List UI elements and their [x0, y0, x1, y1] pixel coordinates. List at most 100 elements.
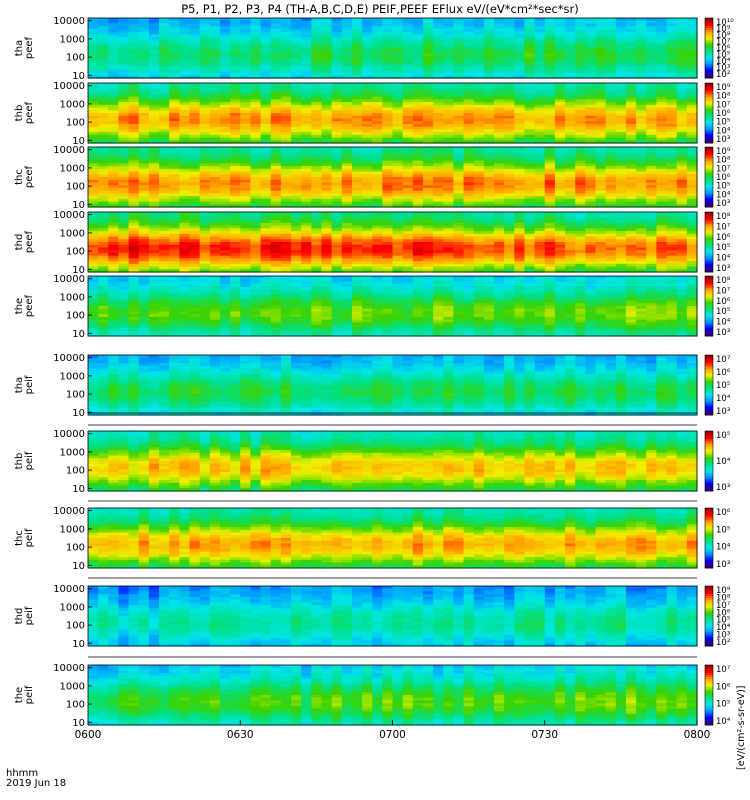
- heatmap-cell: [159, 160, 170, 164]
- heatmap-cell: [148, 193, 160, 197]
- heatmap-cell: [362, 149, 373, 154]
- heatmap-cell: [443, 225, 454, 229]
- heatmap-cell: [159, 72, 170, 76]
- heatmap-cell: [280, 177, 292, 181]
- heatmap-cell: [321, 64, 333, 68]
- heatmap-cell: [128, 220, 140, 224]
- heatmap-cell: [402, 69, 414, 74]
- heatmap-cell: [625, 244, 637, 249]
- heatmap-cell: [311, 166, 323, 170]
- heatmap-cell: [219, 42, 231, 46]
- heatmap-cell: [443, 157, 454, 162]
- heatmap-cell: [209, 155, 221, 159]
- heatmap-cell: [331, 56, 343, 60]
- heatmap-cell: [240, 126, 251, 130]
- heatmap-cell: [402, 18, 414, 22]
- heatmap-cell: [351, 225, 363, 229]
- heatmap-cell: [351, 182, 363, 186]
- heatmap-cell: [646, 187, 657, 192]
- heatmap-cell: [615, 171, 627, 175]
- heatmap-cell: [270, 118, 282, 122]
- heatmap-cell: [483, 182, 495, 186]
- heatmap-cell: [382, 115, 394, 120]
- heatmap-cell: [514, 96, 526, 100]
- heatmap-cell: [199, 107, 211, 111]
- heatmap-cell: [118, 137, 130, 141]
- heatmap-cell: [270, 72, 282, 76]
- heatmap-cell: [463, 34, 475, 38]
- heatmap-cell: [392, 129, 404, 133]
- heatmap-cell: [636, 31, 647, 35]
- heatmap-cell: [331, 190, 343, 194]
- heatmap-cell: [179, 118, 191, 122]
- heatmap-cell: [453, 61, 465, 65]
- heatmap-cell: [422, 121, 434, 125]
- heatmap-cell: [260, 121, 272, 125]
- heatmap-cell: [138, 220, 150, 224]
- heatmap-cell: [372, 222, 383, 227]
- heatmap-cell: [270, 198, 282, 203]
- heatmap-cell: [108, 26, 120, 30]
- heatmap-cell: [412, 214, 424, 219]
- heatmap-cell: [585, 123, 597, 128]
- heatmap-cell: [301, 64, 312, 68]
- heatmap-cell: [656, 18, 668, 22]
- heatmap-cell: [514, 179, 526, 184]
- heatmap-cell: [565, 160, 576, 164]
- heatmap-cell: [250, 129, 262, 133]
- heatmap-cell: [189, 163, 201, 167]
- heatmap-cell: [402, 28, 414, 33]
- heatmap-cell: [575, 129, 586, 133]
- heatmap-cell: [260, 179, 272, 184]
- heatmap-cell: [605, 166, 617, 170]
- heatmap-cell: [209, 126, 221, 130]
- heatmap-cell: [362, 236, 373, 240]
- heatmap-cell: [676, 212, 688, 216]
- heatmap-cell: [169, 26, 180, 30]
- heatmap-cell: [392, 204, 404, 208]
- heatmap-cell: [138, 110, 150, 114]
- heatmap-cell: [230, 149, 241, 154]
- heatmap-cell: [656, 28, 668, 33]
- heatmap-cell: [636, 91, 647, 95]
- heatmap-cell: [605, 247, 617, 251]
- heatmap-cell: [341, 85, 353, 90]
- heatmap-cell: [585, 48, 597, 52]
- heatmap-cell: [301, 250, 312, 254]
- heatmap-cell: [88, 228, 99, 232]
- heatmap-cell: [524, 190, 536, 194]
- heatmap-cell: [189, 236, 201, 240]
- heatmap-cell: [88, 88, 99, 92]
- heatmap-cell: [209, 96, 221, 100]
- heatmap-cell: [372, 23, 383, 27]
- heatmap-cell: [554, 75, 566, 79]
- heatmap-cell: [656, 110, 668, 114]
- heatmap-cell: [534, 212, 546, 216]
- heatmap-cell: [392, 37, 404, 41]
- heatmap-cell: [321, 132, 333, 136]
- heatmap-cell: [159, 134, 170, 139]
- heatmap-cell: [108, 28, 120, 33]
- heatmap-cell: [422, 58, 434, 63]
- heatmap-cell: [656, 37, 668, 41]
- heatmap-cell: [575, 118, 586, 122]
- heatmap-cell: [443, 123, 454, 128]
- heatmap-cell: [341, 196, 353, 200]
- heatmap-cell: [260, 28, 272, 33]
- heatmap-cell: [565, 220, 576, 224]
- heatmap-cell: [230, 121, 241, 125]
- heatmap-cell: [88, 58, 99, 63]
- heatmap-cell: [615, 239, 627, 243]
- heatmap-cell: [686, 222, 698, 227]
- heatmap-cell: [412, 247, 424, 251]
- heatmap-cell: [108, 31, 120, 35]
- heatmap-cell: [463, 174, 475, 178]
- heatmap-cell: [240, 250, 251, 254]
- heatmap-cell: [209, 113, 221, 117]
- heatmap-cell: [372, 198, 383, 203]
- heatmap-cell: [351, 214, 363, 219]
- heatmap-cell: [636, 212, 647, 216]
- heatmap-cell: [321, 118, 333, 122]
- heatmap-cell: [676, 23, 688, 27]
- heatmap-cell: [575, 193, 586, 197]
